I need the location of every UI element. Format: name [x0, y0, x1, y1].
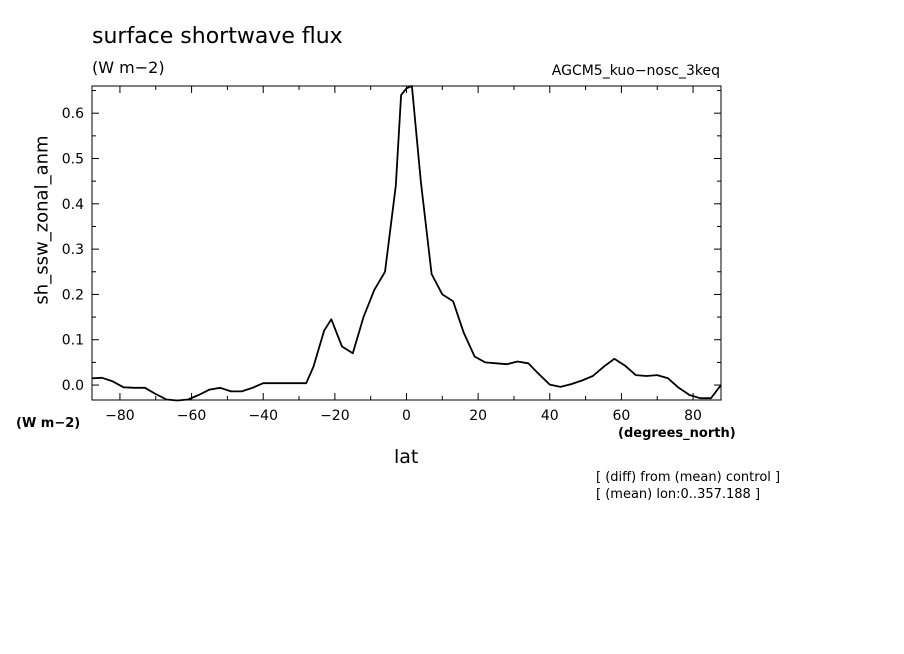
diff-note: [ (diff) from (mean) control ] [596, 470, 781, 485]
dataset-label: AGCM5_kuo−nosc_3keq [551, 63, 720, 79]
tick-marks [92, 86, 721, 400]
x-tick-label: 40 [541, 408, 559, 424]
y-tick-label: 0.0 [62, 378, 84, 394]
y-tick-label: 0.1 [62, 333, 84, 349]
x-tick-label: −60 [177, 408, 207, 424]
y-tick-label: 0.3 [62, 242, 84, 258]
series-line [91, 85, 722, 402]
tick-labels: −80 −60 −40 −20 0 20 40 60 80 0.0 0.1 0.2 0.3 0.4 0.5 0… [62, 106, 702, 424]
x-axis-units: (degrees_north) [618, 426, 736, 441]
y-tick-label: 0.4 [62, 197, 84, 213]
x-tick-label: −20 [320, 408, 350, 424]
x-tick-label: 60 [613, 408, 631, 424]
mean-note: [ (mean) lon:0..357.188 ] [596, 487, 761, 502]
x-tick-label: −40 [248, 408, 278, 424]
x-tick-label: −80 [105, 408, 135, 424]
x-tick-label: 80 [684, 408, 702, 424]
y-tick-label: 0.6 [62, 106, 84, 122]
y-tick-label: 0.5 [62, 151, 84, 167]
series-group [91, 85, 722, 402]
chart-units: (W m−2) [92, 58, 165, 77]
plot-frame [91, 85, 722, 401]
y-tick-label: 0.2 [62, 287, 84, 303]
x-tick-label: 0 [402, 408, 411, 424]
x-tick-label: 20 [469, 408, 487, 424]
y-axis-units: (W m−2) [16, 416, 81, 431]
chart-title: surface shortwave flux [92, 24, 343, 49]
x-axis-label: lat [394, 446, 419, 468]
